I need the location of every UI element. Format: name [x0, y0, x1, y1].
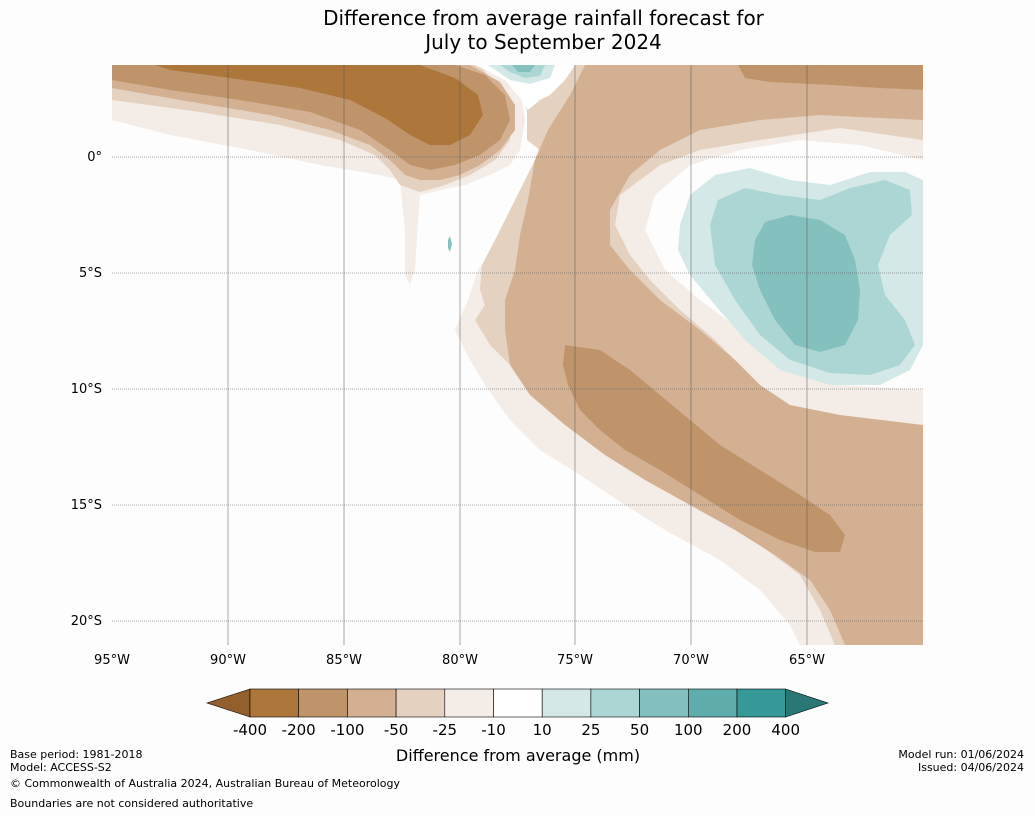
colorbar-tick-label: 50 [630, 721, 649, 739]
lat-label: 0° [87, 150, 102, 165]
base-period: Base period: 1981-2018 [10, 748, 143, 761]
boundaries-note: Boundaries are not considered authoritat… [10, 797, 254, 810]
colorbar-bin [444, 688, 494, 718]
contour-wet-50-100 [512, 65, 860, 352]
contour-wet-speck [448, 236, 452, 252]
title-line-2: July to September 2024 [425, 30, 662, 54]
colorbar-bin [590, 688, 640, 718]
colorbar [206, 688, 829, 718]
lat-label: 5°S [79, 266, 102, 281]
colorbar-tick-label: -200 [282, 721, 316, 739]
rainfall-contours [112, 65, 923, 645]
lat-label: 20°S [71, 614, 102, 629]
colorbar-bin [493, 688, 543, 718]
colorbar-label: Difference from average (mm) [395, 746, 641, 765]
colorbar-bin [541, 688, 592, 718]
colorbar-tick-label: 25 [581, 721, 600, 739]
colorbar-tick-label: 10 [533, 721, 552, 739]
lon-label: 70°W [673, 653, 709, 668]
colorbar-tick-label: 100 [674, 721, 703, 739]
lat-label: 10°S [71, 382, 102, 397]
colorbar-tick-label: -50 [384, 721, 409, 739]
lon-label: 65°W [789, 653, 825, 668]
footer-right: Model run: 01/06/2024 Issued: 04/06/2024 [898, 748, 1024, 774]
model-run: Model run: 01/06/2024 [898, 748, 1024, 761]
colorbar-tick-label: -400 [233, 721, 267, 739]
copyright: © Commonwealth of Australia 2024, Austra… [10, 777, 400, 790]
footer-left: Base period: 1981-2018 Model: ACCESS-S2 [10, 748, 143, 774]
lon-label: 90°W [210, 653, 246, 668]
lon-label: 85°W [326, 653, 362, 668]
colorbar-tick-labels: -400 -200 -100 -50 -25 -10 10 25 50 100 200 400 [233, 721, 800, 739]
colorbar-tick-label: -10 [481, 721, 506, 739]
colorbar-bin [395, 688, 446, 718]
colorbar-bin [639, 688, 689, 718]
lon-label: 95°W [94, 653, 130, 668]
colorbar-bin [298, 688, 348, 718]
contour-dry-200-400 [155, 65, 483, 145]
lat-label: 15°S [71, 498, 102, 513]
graticule [112, 65, 923, 645]
lon-label: 75°W [557, 653, 593, 668]
model-name: Model: ACCESS-S2 [10, 760, 112, 774]
colorbar-bin [347, 688, 397, 718]
lon-label: 80°W [442, 653, 478, 668]
issued-date: Issued: 04/06/2024 [917, 760, 1024, 774]
colorbar-bin [249, 688, 300, 718]
colorbar-tick-label: 200 [723, 721, 752, 739]
colorbar-under-arrow [206, 688, 251, 718]
colorbar-tick-label: -25 [433, 721, 458, 739]
title-line-1: Difference from average rainfall forecas… [323, 6, 764, 30]
colorbar-tick-label: 400 [771, 721, 800, 739]
longitude-labels: 95°W 90°W 85°W 80°W 75°W 70°W 65°W [94, 653, 825, 668]
latitude-labels: 0° 5°S 10°S 15°S 20°S [71, 150, 102, 629]
map-title: Difference from average rainfall forecas… [0, 6, 1035, 54]
colorbar-bin [736, 688, 787, 718]
colorbar-bin [687, 688, 738, 718]
colorbar-over-arrow [785, 688, 829, 718]
colorbar-tick-label: -100 [330, 721, 364, 739]
